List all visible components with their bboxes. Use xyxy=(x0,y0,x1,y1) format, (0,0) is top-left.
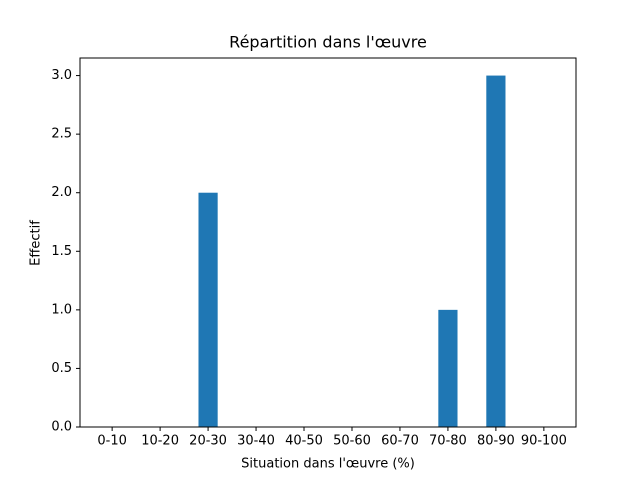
x-tick-label: 0-10 xyxy=(97,434,127,449)
x-tick-label: 30-40 xyxy=(237,434,275,449)
x-tick-label: 70-80 xyxy=(429,434,467,449)
y-tick-label: 1.0 xyxy=(51,302,72,317)
x-tick-label: 90-100 xyxy=(521,434,567,449)
y-tick-label: 0.0 xyxy=(51,420,72,435)
y-tick-label: 1.5 xyxy=(51,244,72,259)
bar xyxy=(486,75,506,428)
x-tick-label: 10-20 xyxy=(141,434,179,449)
chart-title: Répartition dans l'œuvre xyxy=(229,33,427,52)
x-tick-label: 20-30 xyxy=(189,434,227,449)
y-tick-label: 0.5 xyxy=(51,361,72,376)
x-tick-label: 40-50 xyxy=(285,434,323,449)
x-tick-label: 50-60 xyxy=(333,434,371,449)
bar xyxy=(198,192,218,427)
x-tick-label: 60-70 xyxy=(381,434,419,449)
y-tick-label: 2.0 xyxy=(51,185,72,200)
y-tick-label: 2.5 xyxy=(51,127,72,142)
x-tick-label: 80-90 xyxy=(477,434,515,449)
axes-frame xyxy=(79,57,577,428)
bar xyxy=(438,309,458,427)
x-axis-label: Situation dans l'œuvre (%) xyxy=(241,457,415,472)
y-tick-label: 3.0 xyxy=(51,68,72,83)
y-axis-label: Effectif xyxy=(29,220,44,266)
